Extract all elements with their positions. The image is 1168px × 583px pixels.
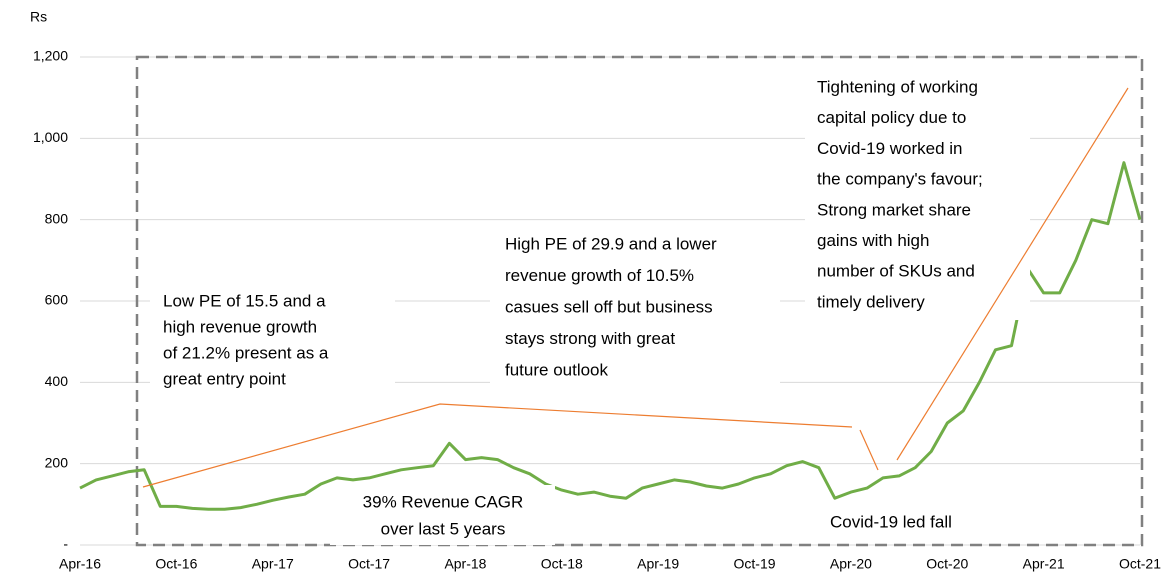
annotation-text: the company's favour;	[817, 170, 983, 189]
annotation-text: capital policy due to	[817, 108, 966, 127]
annotation-text: great entry point	[163, 369, 286, 388]
x-tick-label: Apr-21	[1023, 556, 1065, 572]
annotation-text: Low PE of 15.5 and a	[163, 291, 326, 310]
x-tick-label: Apr-20	[830, 556, 872, 572]
x-tick-label: Oct-16	[155, 556, 197, 572]
y-tick-label: 800	[45, 210, 69, 226]
annotation-text: revenue growth of 10.5%	[505, 266, 694, 285]
annotation-text: Covid-19 worked in	[817, 139, 963, 158]
annotation-text: gains with high	[817, 231, 929, 250]
x-tick-label: Apr-19	[637, 556, 679, 572]
connector	[142, 403, 853, 488]
annotation-text: of 21.2% present as a	[163, 343, 329, 362]
y-tick-label: 1,200	[33, 48, 68, 64]
x-tick-label: Apr-18	[444, 556, 486, 572]
connector	[896, 87, 1129, 461]
annotation-text: number of SKUs and	[817, 262, 975, 281]
annotation-text: future outlook	[505, 360, 609, 379]
annotation-text: High PE of 29.9 and a lower	[505, 234, 717, 253]
annotation-text: Tightening of working	[817, 77, 978, 96]
x-tick-label: Apr-16	[59, 556, 101, 572]
x-tick-label: Oct-21	[1119, 556, 1161, 572]
y-tick-label: 600	[45, 292, 69, 308]
y-tick-label: 200	[45, 454, 69, 470]
x-tick-label: Oct-20	[926, 556, 968, 572]
price-line	[79, 161, 1142, 511]
annotation-bg	[820, 505, 1010, 543]
annotation-text: Strong market share	[817, 200, 971, 219]
annotation-text: high revenue growth	[163, 317, 317, 336]
y-axis-label: Rs	[30, 9, 47, 25]
annotation-bg	[330, 485, 555, 545]
connector	[859, 429, 879, 471]
x-tick-label: Oct-18	[541, 556, 583, 572]
highlight-box	[135, 55, 1144, 547]
annotation-text: casues sell off but business	[505, 297, 713, 316]
annotation-text: stays strong with great	[505, 329, 675, 348]
annotation-bg	[805, 70, 1030, 320]
y-tick-label: -	[63, 536, 68, 552]
x-tick-label: Oct-19	[734, 556, 776, 572]
annotation-bg	[490, 225, 780, 385]
annotation-text: Covid-19 led fall	[830, 512, 952, 531]
annotation-text: timely delivery	[817, 292, 925, 311]
y-tick-label: 400	[45, 373, 69, 389]
x-tick-label: Apr-17	[252, 556, 294, 572]
y-tick-label: 1,000	[33, 129, 68, 145]
annotation-text: over last 5 years	[381, 519, 506, 538]
x-tick-label: Oct-17	[348, 556, 390, 572]
annotation-bg	[150, 285, 395, 410]
annotation-text: 39% Revenue CAGR	[363, 492, 524, 511]
